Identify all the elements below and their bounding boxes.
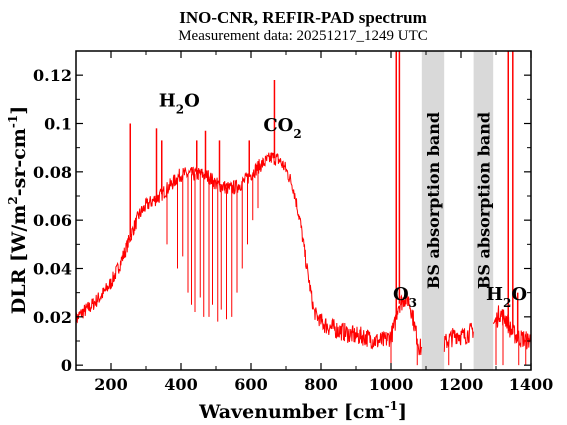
x-tick-label-1: 400: [164, 375, 197, 394]
annotation-0-rest: O: [184, 91, 200, 112]
annotation-3-main: H: [486, 284, 503, 305]
y-tick-label-5: 0.1: [44, 115, 72, 134]
y-axis-label-sup2: -1: [6, 115, 20, 128]
y-tick-label-6: 0.12: [33, 66, 72, 85]
y-axis-label: DLR [W/m2-sr-cm-1]: [6, 106, 30, 314]
annotation-1-sub: 2: [293, 127, 301, 141]
x-tick-label-0: 200: [94, 375, 127, 394]
annotation-3-sub: 2: [503, 296, 511, 310]
annotation-2: O3: [393, 284, 417, 310]
x-axis-label-end: ]: [398, 401, 407, 423]
y-tick-label-1: 0.02: [33, 308, 72, 327]
chart-title: INO-CNR, REFIR-PAD spectrum: [179, 8, 427, 27]
annotation-1-main: CO: [263, 115, 293, 136]
absorption-bands: BS absorption band BS absorption band: [421, 51, 494, 370]
y-tick-label-0: 0: [61, 356, 72, 375]
annotation-0-main: H: [159, 91, 176, 112]
y-tick-label-2: 0.04: [33, 260, 72, 279]
x-tick-label-6: 1400: [509, 375, 554, 394]
x-axis-label-main: Wavenumber [cm: [198, 401, 385, 423]
y-axis-label-end: ]: [8, 106, 30, 115]
annotation-3: H2O: [486, 284, 527, 310]
spectrum-series: [75, 51, 532, 366]
y-axis-label-sup1: 2: [6, 196, 20, 204]
y-axis-label-mid: -sr-cm: [8, 128, 30, 196]
x-tick-label-5: 1200: [439, 375, 484, 394]
y-axis-label-main: DLR [W/m: [8, 205, 30, 315]
band-label-0: BS absorption band: [424, 112, 443, 289]
chart-subtitle: Measurement data: 20251217_1249 UTC: [178, 28, 428, 44]
x-axis-label-sup: -1: [385, 399, 398, 413]
x-tick-label-2: 600: [234, 375, 267, 394]
axis-ticks: 200 400 600 800 1000 1200 1400 0 0.02 0.04 0.06 0.0…: [33, 51, 553, 394]
band-label-1: BS absorption band: [474, 112, 493, 289]
x-tick-label-3: 800: [304, 375, 337, 394]
y-tick-label-4: 0.08: [33, 163, 72, 182]
annotation-3-rest: O: [511, 284, 527, 305]
spectrum-line: [75, 152, 532, 356]
annotation-0-sub: 2: [176, 103, 184, 117]
x-axis-label: Wavenumber [cm-1]: [198, 399, 407, 423]
absorption-band-0: [421, 51, 445, 370]
annotation-2-main: O: [393, 284, 409, 305]
y-tick-label-3: 0.06: [33, 211, 72, 230]
plot-frame: [75, 50, 532, 371]
x-tick-label-4: 1000: [369, 375, 414, 394]
annotation-2-sub: 3: [409, 296, 417, 310]
annotation-0: H2O: [159, 91, 200, 117]
absorption-band-1: [473, 51, 494, 370]
annotation-1: CO2: [263, 115, 301, 141]
